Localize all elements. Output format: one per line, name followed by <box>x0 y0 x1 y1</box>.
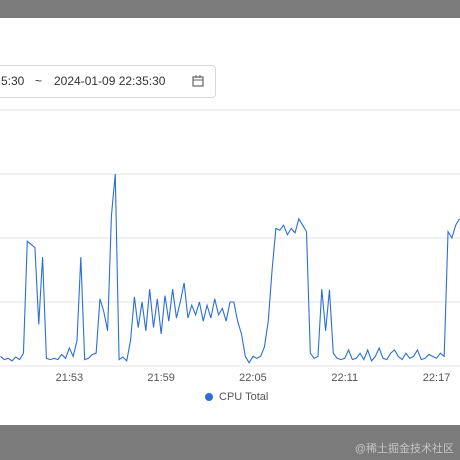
separator: ~ <box>35 74 43 88</box>
start-date[interactable]: 5:30 <box>1 74 25 88</box>
x-tick-label: 22:11 <box>331 372 358 384</box>
legend-marker <box>205 393 213 401</box>
modal <box>0 18 460 425</box>
legend-label: CPU Total <box>219 391 268 403</box>
x-tick-label: 21:59 <box>147 372 175 384</box>
calendar-icon[interactable] <box>192 75 204 87</box>
line-series <box>0 173 460 364</box>
x-tick-label: 22:05 <box>239 372 267 384</box>
end-date[interactable]: 2024-01-09 22:35:30 <box>54 74 166 88</box>
x-tick-label: 22:17 <box>423 372 451 384</box>
chart: 21:53 21:59 22:05 22:11 22:17 CPU Total <box>0 109 460 403</box>
x-tick-label: 21:53 <box>56 372 84 384</box>
watermark: @稀土掘金技术社区 <box>354 443 454 455</box>
date-range-picker[interactable]: 5:30 ~ 2024-01-09 22:35:30 <box>0 65 216 98</box>
